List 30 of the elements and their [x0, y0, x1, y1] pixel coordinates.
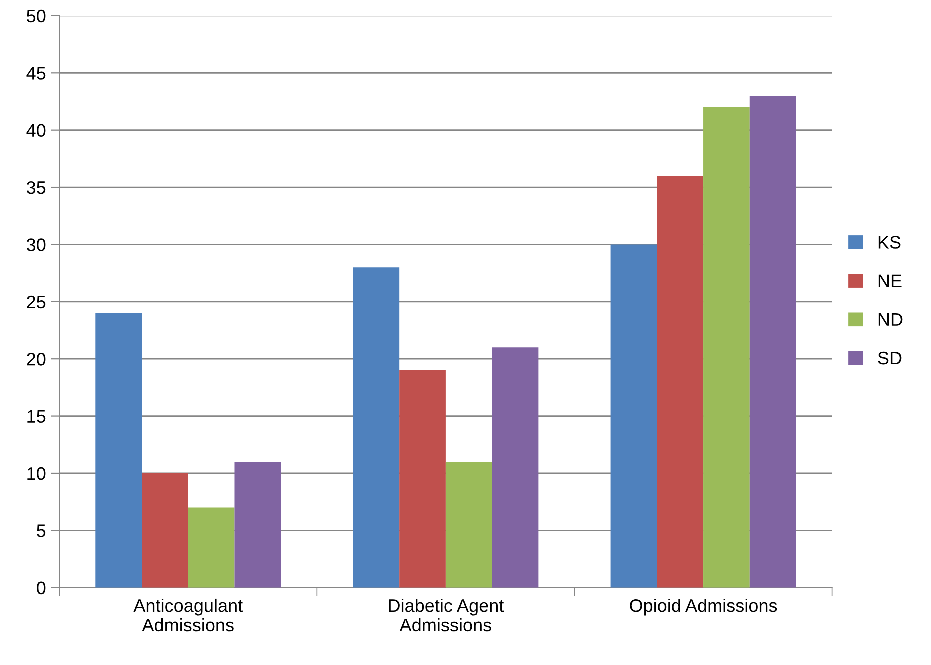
bar: [657, 176, 704, 588]
legend-label: KS: [878, 236, 901, 249]
x-tick-label: Anticoagulant Admissions: [134, 598, 243, 632]
y-tick-label: 35: [26, 181, 46, 194]
y-tick-label: 15: [28, 410, 46, 424]
y-tick-label: 25: [27, 296, 46, 309]
bar: [353, 268, 400, 588]
x-tick-label: Opioid Admissions: [630, 598, 778, 616]
legend-label: SD: [878, 352, 902, 365]
legend-label: NE: [878, 274, 902, 288]
bar: [492, 348, 539, 588]
bar: [446, 462, 492, 588]
y-tick-label: 40: [26, 124, 46, 138]
bar: [96, 313, 142, 588]
y-tick-label: 50: [27, 10, 46, 23]
bar: [188, 508, 235, 588]
y-tick-label: 45: [26, 67, 46, 80]
legend-label: ND: [878, 314, 903, 326]
bar: [750, 96, 796, 588]
bar: [142, 473, 188, 588]
bar: [610, 244, 658, 588]
y-tick-label: 5: [37, 524, 46, 538]
y-tick-label: 10: [28, 467, 46, 480]
bar: [704, 107, 750, 588]
x-tick-label: Diabetic Agent Admissions: [389, 598, 504, 632]
bar: [400, 370, 446, 588]
y-tick-label: 0: [37, 582, 46, 595]
y-tick-label: 30: [26, 238, 46, 252]
bar: [234, 462, 282, 588]
y-tick-label: 20: [27, 353, 46, 366]
